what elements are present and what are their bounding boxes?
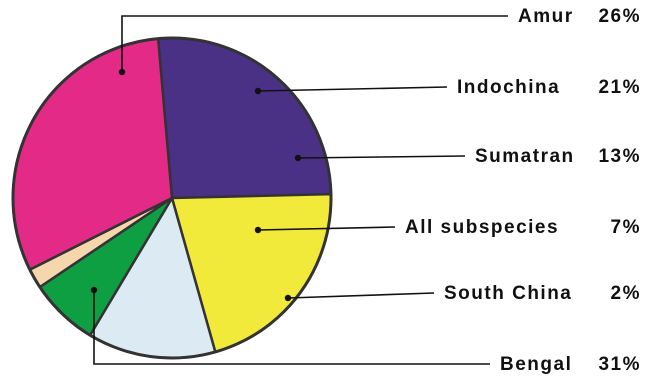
slice-amur bbox=[156, 36, 333, 200]
leader-dot-bengal bbox=[90, 286, 98, 294]
leader-line-indochina bbox=[257, 86, 448, 92]
slice-percent-amur: 26% bbox=[598, 6, 641, 27]
slice-label-all-subspecies: All subspecies bbox=[405, 217, 559, 238]
slice-label-bengal: Bengal bbox=[500, 354, 572, 375]
leader-dot-sumatran bbox=[294, 154, 302, 162]
slice-label-south-china: South China bbox=[444, 283, 572, 304]
slice-percent-sumatran: 13% bbox=[598, 146, 641, 167]
leader-dot-indochina bbox=[254, 87, 262, 95]
slice-label-amur: Amur bbox=[518, 6, 574, 27]
slice-percent-bengal: 31% bbox=[598, 354, 641, 375]
leader-line-all-subspecies bbox=[257, 226, 396, 231]
slice-labels: Amur 26% Indochina 21% Sumatran 13% All subspe… bbox=[405, 6, 641, 375]
slice-percent-indochina: 21% bbox=[598, 77, 641, 98]
slice-label-sumatran: Sumatran bbox=[475, 146, 575, 167]
slice-percent-all-subspecies: 7% bbox=[611, 217, 641, 238]
leader-dot-all-subspecies bbox=[254, 226, 262, 234]
slice-percent-south-china: 2% bbox=[611, 283, 641, 304]
leader-dot-amur bbox=[118, 68, 126, 76]
leader-line-south-china bbox=[287, 292, 435, 299]
leader-lines bbox=[90, 15, 508, 365]
leader-line-sumatran bbox=[297, 155, 466, 159]
slice-label-indochina: Indochina bbox=[457, 77, 560, 98]
pie-outline bbox=[11, 36, 333, 360]
leader-dot-south-china bbox=[284, 294, 292, 302]
leader-line-amur bbox=[121, 15, 508, 72]
leader-line-bengal bbox=[93, 290, 490, 365]
pie-slices bbox=[11, 36, 333, 360]
